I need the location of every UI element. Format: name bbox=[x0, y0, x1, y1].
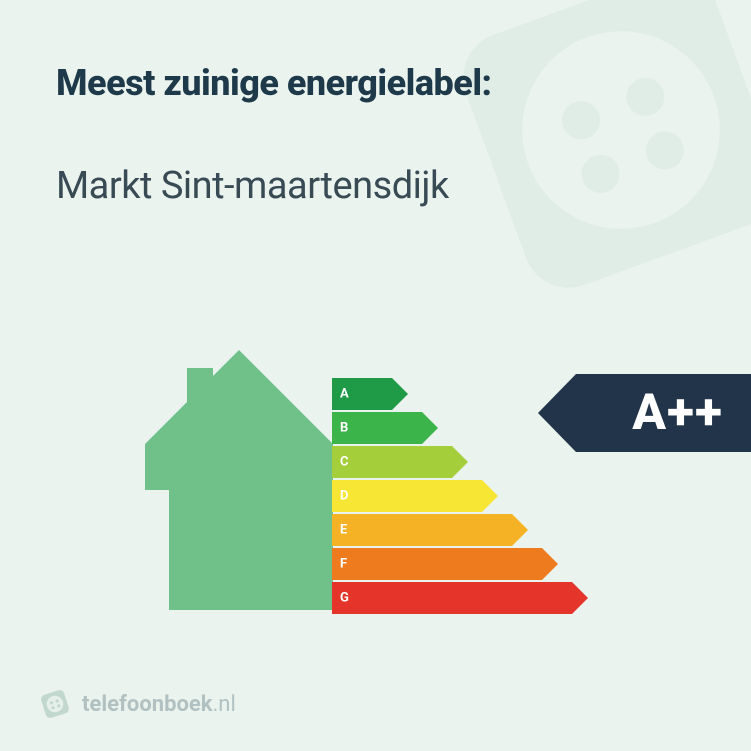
bar-arrow-icon bbox=[332, 480, 498, 512]
telefoonboek-logo-icon bbox=[40, 689, 70, 719]
rating-badge: A++ bbox=[576, 374, 751, 452]
footer-brand: telefoonboek.nl bbox=[82, 692, 236, 717]
content-area: Meest zuinige energielabel: Markt Sint-m… bbox=[0, 0, 751, 208]
bar-label: A bbox=[340, 387, 349, 402]
footer-brand-name: telefoonboek bbox=[82, 692, 213, 717]
bar-label: D bbox=[340, 489, 348, 504]
bar-label: F bbox=[340, 557, 347, 572]
location-name: Markt Sint-maartensdijk bbox=[56, 164, 695, 208]
bar-arrow-icon bbox=[332, 582, 588, 614]
house-icon bbox=[145, 350, 333, 610]
bar-label: B bbox=[340, 421, 348, 436]
bar-label: C bbox=[340, 455, 349, 470]
bar-arrow-icon bbox=[332, 548, 558, 580]
footer-brand-tld: .nl bbox=[213, 692, 236, 717]
bar-arrow-icon bbox=[332, 514, 528, 546]
bar-label: G bbox=[340, 591, 349, 606]
bar-arrow-icon bbox=[332, 446, 468, 478]
page-title: Meest zuinige energielabel: bbox=[56, 62, 695, 104]
footer: telefoonboek.nl bbox=[40, 689, 236, 719]
rating-text: A++ bbox=[632, 384, 723, 442]
bar-label: E bbox=[340, 523, 347, 538]
